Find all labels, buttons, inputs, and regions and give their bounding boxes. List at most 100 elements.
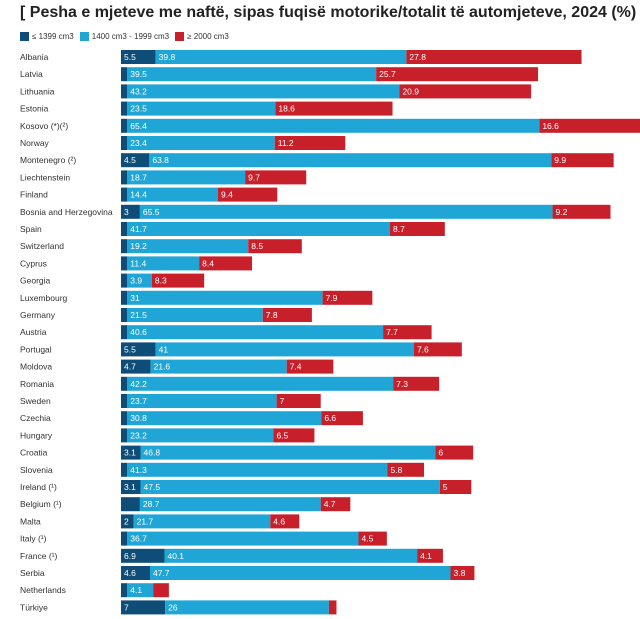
bar-segment (358, 531, 387, 546)
data-label: 4.6 (124, 568, 136, 578)
data-label: 7.9 (326, 293, 338, 303)
data-label: 3.1 (124, 482, 136, 492)
bar-segment (450, 566, 475, 580)
bar-segment (262, 308, 312, 322)
data-label: 7 (124, 602, 129, 612)
bar-segment (127, 256, 200, 271)
data-label: 6.6 (324, 413, 336, 423)
data-label: 39.8 (159, 52, 176, 62)
bar-segment (140, 480, 440, 494)
data-label: 6 (438, 448, 443, 458)
bar-segment (121, 118, 128, 133)
bar-row: Netherlands 4.1 (20, 583, 169, 598)
category-label: Hungary (20, 430, 53, 440)
bar-segment (127, 222, 391, 236)
category-label: Slovenia (20, 465, 53, 475)
legend-swatch-small (20, 31, 29, 41)
data-label: 21.6 (154, 362, 171, 372)
data-label: 19.2 (130, 241, 147, 251)
bar-segment (127, 583, 154, 598)
category-label: Czechia (20, 413, 51, 423)
bar-segment (127, 273, 152, 288)
data-label: 5.5 (124, 52, 136, 62)
bar-segment (151, 273, 205, 288)
category-label: Cyprus (20, 258, 47, 268)
bar-row: Ireland (¹) 3.1 47.5 5 (20, 480, 472, 494)
data-label: 25.7 (379, 69, 396, 79)
bar-row: Switzerland 19.2 8.5 (20, 239, 302, 254)
data-label: 5.5 (124, 344, 136, 354)
category-label: Malta (20, 516, 41, 526)
category-label: Austria (20, 327, 47, 337)
bar-segment (155, 50, 407, 64)
category-label: Switzerland (20, 241, 64, 251)
data-label: 4.5 (124, 155, 136, 165)
data-label: 65.4 (130, 121, 147, 131)
data-label: 11.4 (130, 258, 146, 268)
data-label: 47.5 (144, 482, 161, 492)
data-label: 7.6 (417, 344, 429, 354)
data-label: 46.8 (144, 448, 161, 458)
bar-row: Bosnia and Herzegovina 3 65.5 9.2 (20, 204, 611, 219)
data-label: 39.5 (130, 69, 147, 79)
data-label: 7.3 (396, 379, 408, 389)
bar-segment (276, 394, 321, 408)
data-label: 6.9 (124, 551, 136, 561)
bar-segment (121, 359, 151, 374)
category-label: Norway (20, 138, 50, 148)
data-label: 4.6 (273, 516, 285, 526)
bar-segment (121, 67, 128, 82)
bar-segment (127, 136, 275, 150)
data-label: 4.1 (130, 585, 142, 595)
category-label: Spain (20, 224, 42, 234)
bar-segment (121, 480, 141, 494)
bar-segment (376, 67, 539, 82)
data-label: 47.7 (153, 568, 170, 578)
bar-row: Croatia 3.1 46.8 6 (20, 445, 474, 460)
bar-segment (150, 359, 287, 374)
data-label: 8.7 (393, 224, 405, 234)
bar-segment (121, 222, 128, 236)
bar-segment (121, 497, 140, 512)
data-label: 7 (280, 396, 285, 406)
bar-segment (121, 376, 128, 391)
bar-row: Serbia 4.6 47.7 3.8 (20, 566, 475, 580)
data-label: 4.7 (324, 499, 336, 509)
bar-segment (199, 256, 253, 271)
bar-segment (121, 153, 150, 168)
category-label: Finland (20, 190, 48, 200)
bar-segment (153, 583, 169, 598)
bar-segment (139, 497, 321, 512)
bar-row: Italy (¹) 36.7 4.5 (20, 531, 387, 546)
bar-row: Malta 2 21.7 4.6 (20, 514, 300, 529)
bar-segment (393, 376, 440, 391)
data-label: 4.7 (124, 362, 136, 372)
category-label: Estonia (20, 104, 49, 114)
data-label: 30.8 (130, 413, 147, 423)
bar-row: Austria 40.6 7.7 (20, 325, 432, 340)
bar-segment (273, 428, 315, 443)
data-label: 23.2 (130, 430, 147, 440)
bar-row: Spain 41.7 8.7 (20, 222, 445, 236)
category-label: Georgia (20, 276, 51, 286)
data-label: 18.6 (278, 104, 295, 114)
legend-swatch-large (175, 31, 185, 41)
bar-segment (164, 548, 418, 563)
legend-item-small: ≤ 1399 cm3 (20, 31, 74, 41)
bar-segment (417, 548, 443, 563)
bar-segment (127, 101, 276, 116)
bar-row: Portugal 5.5 41 7.6 (20, 342, 462, 357)
legend-label-medium: 1400 cm3 - 1999 cm3 (91, 31, 170, 41)
bar-segment (127, 84, 400, 99)
bar-row: Latvia 39.5 25.7 (20, 67, 539, 82)
bar-row: Liechtenstein 18.7 9.7 (20, 170, 307, 185)
bar-segment (121, 136, 128, 150)
bar-segment (121, 600, 166, 615)
bar-segment (127, 531, 359, 546)
legend-item-medium: 1400 cm3 - 1999 cm3 (79, 31, 170, 41)
bar-row: Luxembourg 31 7.9 (20, 290, 373, 305)
bar-segment (127, 290, 323, 305)
category-label: Italy (¹) (20, 534, 47, 544)
data-label: 41 (159, 344, 169, 354)
data-label: 41.3 (130, 465, 147, 475)
